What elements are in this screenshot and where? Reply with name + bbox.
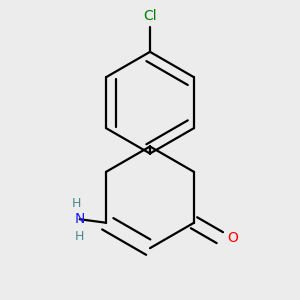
- Text: H: H: [71, 197, 81, 211]
- Text: O: O: [227, 231, 239, 244]
- Text: H: H: [75, 230, 84, 243]
- Text: Cl: Cl: [143, 9, 157, 23]
- Text: N: N: [74, 212, 85, 226]
